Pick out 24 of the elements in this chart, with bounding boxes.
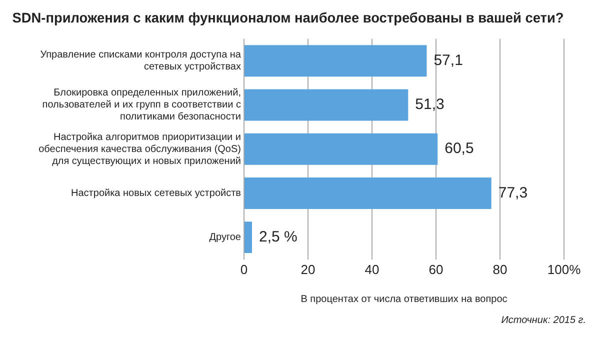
y-tick-label: Настройка новых сетевых устройств xyxy=(71,188,241,199)
x-tick-label: 100% xyxy=(547,262,582,277)
x-axis-title: В процентах от числа ответивших на вопрос xyxy=(300,294,508,305)
data-label: 57,1 xyxy=(434,52,463,69)
y-tick-label: Другое xyxy=(209,232,242,244)
text: Источник: 2015 г. xyxy=(501,314,586,326)
x-tick-label: 0 xyxy=(240,262,248,277)
y-tick-label: Настройка алгоритмов приоритизации и обеспечения качества обслуживания (QoS) для существующих и новых приложений xyxy=(38,132,241,167)
bar xyxy=(244,133,438,165)
x-tick-label: 40 xyxy=(364,262,380,277)
bar xyxy=(244,45,427,77)
y-tick-label: Блокировка определенных приложений, пользователей и их групп в соответствии с политиками безопасности xyxy=(42,88,241,123)
chart-title: SDN-приложения с каким функционалом наиболее востребованы в вашей сети? xyxy=(12,9,564,26)
x-tick-label: 80 xyxy=(492,262,508,277)
data-label: 77,3 xyxy=(498,184,528,202)
data-label: 60,5 xyxy=(444,140,474,158)
data-label: 51,3 xyxy=(415,96,444,114)
bar xyxy=(244,178,492,209)
bar xyxy=(244,222,252,254)
x-tick-label: 60 xyxy=(428,262,444,277)
y-tick-label: Управление списками контроля доступа на сетевых устройствах xyxy=(40,50,242,73)
bar xyxy=(244,89,408,121)
data-label: 2,5 % xyxy=(259,228,298,246)
x-tick-label: 20 xyxy=(300,262,316,277)
